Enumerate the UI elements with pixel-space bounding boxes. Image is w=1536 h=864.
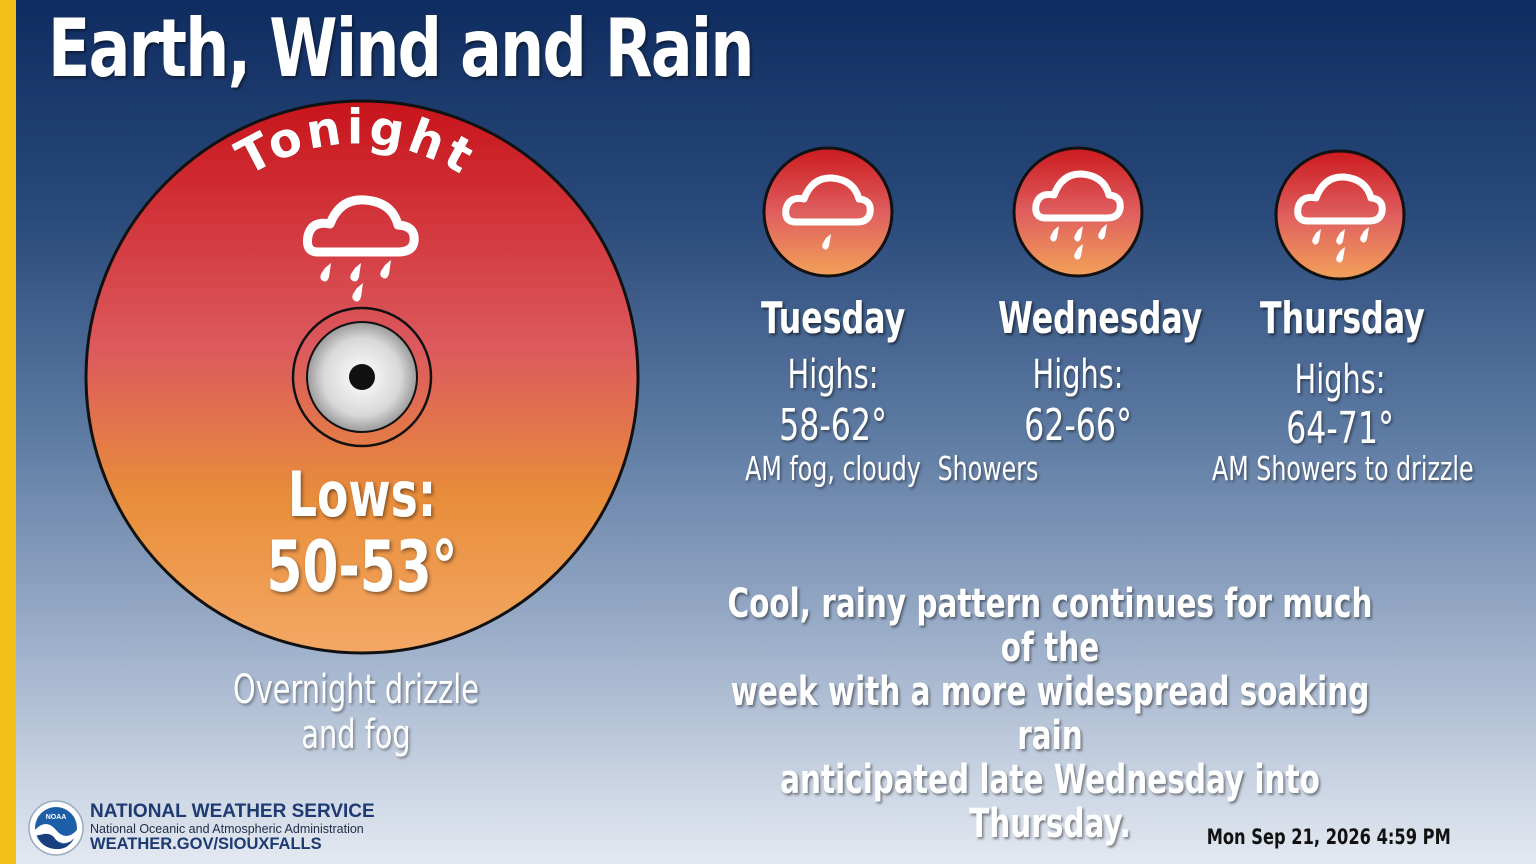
- highs-label: Highs:: [1032, 352, 1124, 398]
- forecast-thursday: Thursday Highs: 64-71° AM Showers to dri…: [1212, 0, 1474, 500]
- highs-value: 64-71°: [1286, 403, 1394, 454]
- parent-agency-name: National Oceanic and Atmospheric Adminis…: [90, 822, 364, 836]
- noaa-logo: NOAA: [28, 800, 84, 856]
- day-name: Tuesday: [761, 293, 906, 344]
- day-description: AM fog, cloudy: [745, 449, 921, 488]
- day-description: Showers: [937, 449, 1039, 488]
- rain-cloud-icon: [1274, 149, 1406, 281]
- day-name: Thursday: [1260, 293, 1425, 344]
- highs-label: Highs:: [787, 352, 879, 398]
- timestamp: Mon Sep 21, 2026 4:59 PM: [1206, 825, 1451, 849]
- forecast-tuesday: Tuesday Highs: 58-62° AM fog, cloudy: [743, 0, 923, 500]
- tonight-lows-value: 50-53°: [266, 526, 458, 608]
- raindrops-icon: [320, 260, 391, 302]
- rain-cloud-icon: [303, 195, 419, 257]
- rain-cloud-icon: [1012, 146, 1144, 278]
- light-rain-cloud-icon: [762, 146, 894, 278]
- forecast-summary: Cool, rainy pattern continues for much o…: [727, 581, 1373, 847]
- tonight-description: Overnight drizzle and fog: [233, 667, 479, 758]
- day-description: AM Showers to drizzle: [1212, 449, 1474, 488]
- tonight-lows-label: Lows:: [287, 458, 437, 531]
- accent-side-bar: [0, 0, 16, 864]
- svg-text:NOAA: NOAA: [46, 814, 67, 821]
- website-link[interactable]: WEATHER.GOV/SIOUXFALLS: [90, 835, 322, 853]
- highs-label: Highs:: [1294, 357, 1386, 403]
- page-title: Earth, Wind and Rain: [48, 2, 754, 95]
- forecast-wednesday: Wednesday Highs: 62-66° Showers: [938, 0, 1203, 500]
- highs-value: 58-62°: [779, 400, 887, 451]
- agency-name: NATIONAL WEATHER SERVICE: [90, 801, 375, 822]
- highs-value: 62-66°: [1024, 400, 1132, 451]
- day-name: Wednesday: [998, 293, 1203, 344]
- tonight-disc: Tonight: [84, 99, 640, 655]
